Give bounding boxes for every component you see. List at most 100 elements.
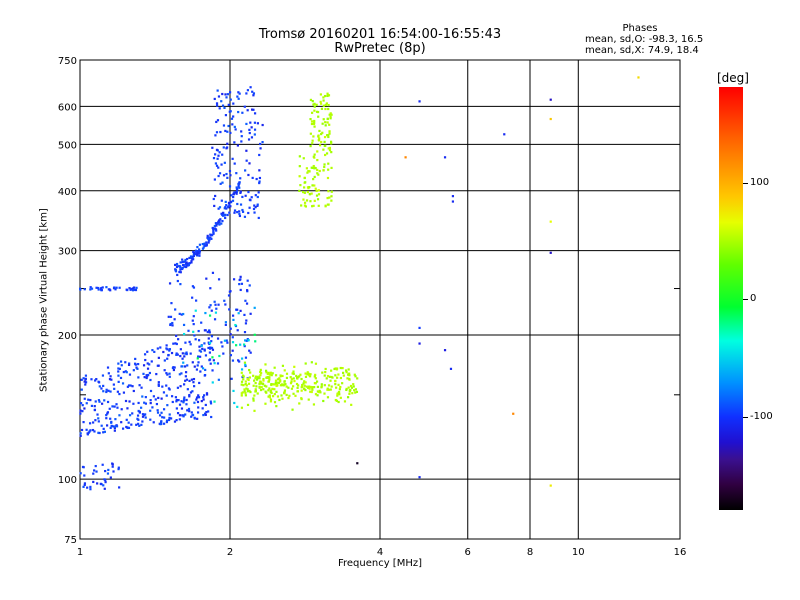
- o-mode-point: [236, 95, 239, 98]
- o-mode-point: [186, 257, 189, 261]
- o-mode-point: [127, 426, 131, 429]
- o-mode-point: [261, 123, 264, 127]
- x-mode-point: [287, 396, 290, 400]
- o-mode-point: [91, 428, 95, 432]
- x-mode-point: [275, 390, 278, 393]
- o-mode-point: [79, 288, 82, 291]
- x-mode-point: [356, 377, 359, 380]
- colorbar-tick-0: [743, 299, 748, 300]
- o-mode-point: [159, 346, 162, 349]
- o-mode-point: [192, 286, 196, 289]
- x-tick-label: 4: [377, 547, 383, 558]
- o-mode-point: [148, 363, 151, 366]
- o-mode-point: [149, 389, 153, 393]
- x-mode-point: [271, 372, 274, 375]
- o-mode-point: [211, 271, 215, 274]
- x-mode-point: [304, 372, 307, 375]
- o-mode-point: [239, 275, 242, 278]
- x-mode-point: [260, 382, 263, 385]
- o-mode-point: [79, 434, 82, 437]
- o-mode-point: [110, 420, 113, 424]
- x-mode-point: [323, 94, 327, 98]
- o-mode-point: [218, 223, 221, 226]
- x-mode-point: [319, 100, 322, 103]
- x-mode-point: [317, 193, 321, 196]
- x-mode-point: [317, 135, 320, 138]
- x-mode-point: [269, 390, 272, 394]
- x-mode-point: [292, 372, 295, 375]
- o-mode-point: [252, 108, 255, 111]
- o-mode-point: [223, 106, 226, 109]
- o-mode-point: [227, 124, 230, 128]
- o-mode-point: [247, 138, 251, 141]
- o-mode-point: [90, 404, 94, 407]
- x-mode-point: [334, 380, 337, 383]
- o-mode-point: [128, 414, 132, 417]
- o-mode-point: [244, 356, 248, 359]
- x-mode-point: [298, 189, 301, 192]
- x-mode-point: [285, 372, 289, 375]
- o-mode-point: [126, 426, 129, 430]
- x-mode-point: [302, 382, 305, 385]
- o-mode-point: [221, 219, 224, 223]
- o-mode-point: [171, 321, 174, 325]
- o-mode-point: [102, 390, 105, 393]
- o-mode-point: [229, 110, 232, 113]
- x-mode-point: [346, 377, 349, 380]
- x-mode-point: [242, 378, 245, 381]
- x-mode-point: [293, 379, 296, 383]
- o-mode-point: [143, 401, 146, 404]
- o-mode-point: [190, 415, 193, 418]
- o-mode-point: [160, 411, 163, 414]
- x-mode-point: [277, 381, 281, 384]
- x-mode-point: [326, 92, 329, 95]
- o-mode-point: [196, 252, 199, 255]
- x-mode-point: [341, 382, 344, 385]
- o-mode-point: [235, 172, 238, 175]
- x-mode-point: [330, 195, 333, 198]
- o-mode-point: [183, 265, 186, 268]
- o-mode-point: [108, 288, 111, 291]
- o-mode-point: [105, 414, 108, 417]
- o-mode-point: [237, 91, 240, 94]
- x-mode-point: [336, 376, 339, 379]
- o-mode-point: [201, 247, 205, 250]
- o-mode-point: [117, 374, 120, 377]
- x-mode-point: [324, 124, 327, 127]
- x-mode-point: [246, 388, 249, 391]
- o-mode-point: [210, 237, 213, 240]
- mixed-phase-point: [217, 378, 220, 381]
- o-mode-point: [229, 98, 232, 101]
- o-mode-point: [178, 373, 181, 376]
- o-mode-point: [188, 393, 191, 397]
- o-mode-point: [175, 407, 178, 410]
- o-mode-point: [187, 407, 191, 411]
- x-mode-point: [322, 399, 325, 403]
- o-mode-point: [209, 362, 212, 365]
- o-mode-point: [207, 241, 210, 244]
- x-mode-point: [315, 189, 318, 192]
- x-tick-label: 1: [77, 547, 83, 558]
- x-mode-point: [329, 379, 332, 382]
- o-mode-point: [207, 237, 210, 240]
- x-mode-point: [314, 373, 317, 376]
- x-mode-point: [262, 388, 265, 391]
- x-mode-point: [327, 107, 330, 111]
- mixed-phase-point: [243, 343, 246, 346]
- x-mode-point: [240, 394, 243, 397]
- o-mode-point: [225, 204, 228, 207]
- o-mode-point: [230, 194, 233, 197]
- x-mode-point: [330, 151, 333, 154]
- o-mode-point: [241, 195, 244, 199]
- x-mode-point: [310, 166, 313, 169]
- x-mode-point: [313, 153, 316, 156]
- o-mode-point: [204, 373, 207, 377]
- x-mode-point: [317, 173, 320, 176]
- x-mode-point: [278, 377, 281, 380]
- x-mode-point: [323, 384, 326, 387]
- o-mode-point: [237, 182, 240, 186]
- o-mode-point: [240, 140, 243, 143]
- x-mode-point: [271, 395, 275, 398]
- o-mode-point: [169, 315, 173, 318]
- o-mode-point: [196, 253, 199, 256]
